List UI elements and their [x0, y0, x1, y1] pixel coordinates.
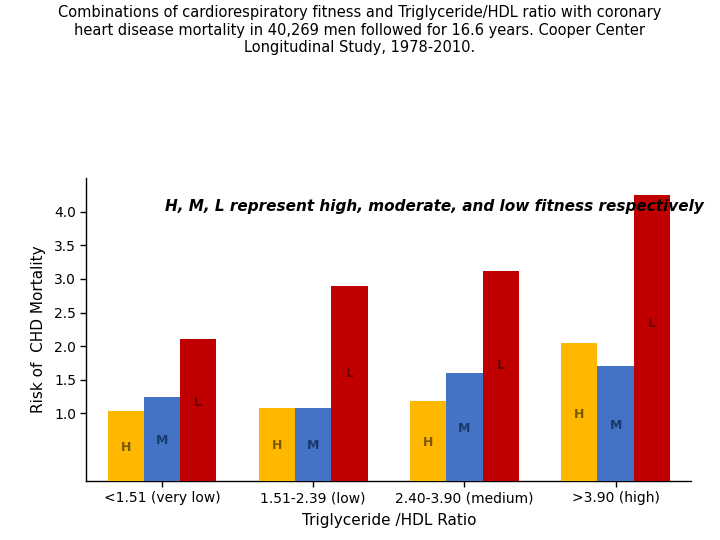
Text: L: L — [497, 359, 505, 372]
Bar — [634, 195, 670, 481]
Text: H: H — [574, 408, 585, 421]
Text: H: H — [271, 439, 282, 453]
Text: H: H — [120, 441, 131, 454]
Bar — [410, 401, 446, 481]
Text: M: M — [458, 422, 471, 435]
Text: L: L — [648, 317, 656, 330]
Bar — [295, 408, 331, 481]
Bar — [144, 396, 180, 481]
Y-axis label: Risk of  CHD Mortality: Risk of CHD Mortality — [31, 246, 45, 413]
Bar — [598, 366, 634, 481]
X-axis label: Triglyceride /HDL Ratio: Triglyceride /HDL Ratio — [302, 514, 476, 528]
Text: Combinations of cardiorespiratory fitness and Triglyceride/HDL ratio with corona: Combinations of cardiorespiratory fitnes… — [58, 5, 662, 55]
Bar — [107, 411, 144, 481]
Text: L: L — [194, 396, 202, 409]
Text: M: M — [609, 419, 622, 432]
Text: M: M — [307, 439, 320, 453]
Bar — [561, 343, 598, 481]
Text: M: M — [156, 434, 168, 447]
Text: L: L — [346, 367, 354, 380]
Bar — [258, 408, 295, 481]
Text: H: H — [423, 436, 433, 449]
Bar — [482, 271, 519, 481]
Bar — [180, 340, 217, 481]
Text: H, M, L represent high, moderate, and low fitness respectively: H, M, L represent high, moderate, and lo… — [165, 199, 704, 214]
Bar — [331, 286, 368, 481]
Bar — [446, 373, 482, 481]
